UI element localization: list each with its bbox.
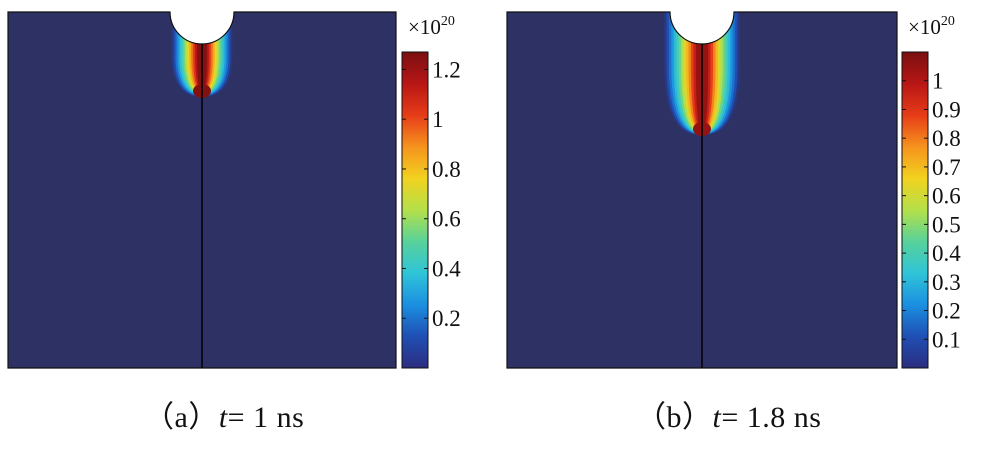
colorbar-tick-label: 0.8 xyxy=(932,126,961,151)
colorbar-tick-label: 0.6 xyxy=(432,207,461,232)
caption-a-text: = 1 ns xyxy=(227,401,305,434)
panel-b: ×1020 0.1 0.2 0.3 0.4 0.5 0.6 0.7 0.8 0.9 1 xyxy=(506,11,961,369)
colorbar-tick-label: 0.5 xyxy=(932,212,961,237)
domain-outline xyxy=(506,11,898,369)
colorbar-multiplier: ×1020 xyxy=(908,14,955,39)
colorbar-tick-label: 1 xyxy=(432,107,444,132)
caption-a-variable: t xyxy=(218,401,228,434)
caption-a-prefix: （a） xyxy=(144,401,219,434)
domain-outline xyxy=(7,11,397,369)
caption-b: （b）t= 1.8 ns xyxy=(636,392,821,436)
colorbar-tick-label: 0.8 xyxy=(432,157,461,182)
caption-b-variable: t xyxy=(712,401,722,434)
colorbar-tick-label: 0.2 xyxy=(932,299,961,324)
panel-a: ×1020 0.2 0.4 0.6 0.8 1 1.2 xyxy=(7,11,461,369)
colorbar xyxy=(901,51,929,369)
colorbar-tick-label: 0.2 xyxy=(432,306,461,331)
caption-a: （a）t= 1 ns xyxy=(144,392,304,436)
colorbar-tick-label: 0.4 xyxy=(432,256,461,281)
caption-b-prefix: （b） xyxy=(636,401,713,434)
colorbar-tick-label: 1.2 xyxy=(432,57,461,82)
colorbar-tick-label: 0.1 xyxy=(932,327,961,352)
colorbar-tick-label: 1 xyxy=(932,69,944,94)
colorbar-tick-label: 0.6 xyxy=(932,184,961,209)
colorbar-tick-label: 0.7 xyxy=(932,155,961,180)
colorbar-tick-label: 0.4 xyxy=(932,241,961,266)
colorbar-multiplier: ×1020 xyxy=(408,14,455,39)
colorbar-tick-label: 0.3 xyxy=(932,270,961,295)
colorbar xyxy=(401,51,429,369)
caption-b-text: = 1.8 ns xyxy=(721,401,822,434)
colorbar-tick-label: 0.9 xyxy=(932,97,961,122)
